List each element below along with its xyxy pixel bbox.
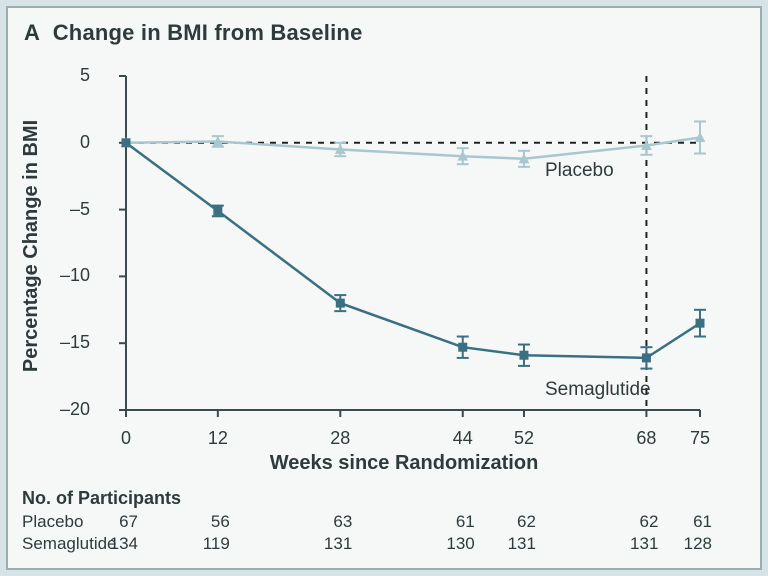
semaglutide-label: Semaglutide xyxy=(545,379,651,401)
y-tick-label: 0 xyxy=(40,132,90,153)
participants-value: 131 xyxy=(488,534,536,554)
panel-title: A Change in BMI from Baseline xyxy=(24,20,363,46)
y-tick-label: –20 xyxy=(40,399,90,420)
y-tick-label: –5 xyxy=(40,199,90,220)
participants-value: 62 xyxy=(610,512,658,532)
panel-letter: A xyxy=(24,20,40,45)
participants-value: 62 xyxy=(488,512,536,532)
participants-value: 67 xyxy=(90,512,138,532)
participants-value: 131 xyxy=(610,534,658,554)
semaglutide-marker xyxy=(336,299,345,308)
participants-value: 56 xyxy=(182,512,230,532)
semaglutide-marker xyxy=(696,319,705,328)
participants-title: No. of Participants xyxy=(22,488,752,509)
x-tick-label: 52 xyxy=(504,428,544,449)
y-tick-label: –15 xyxy=(40,332,90,353)
placebo-label: Placebo xyxy=(545,160,614,182)
participants-value: 119 xyxy=(182,534,230,554)
participants-value: 131 xyxy=(304,534,352,554)
participants-row-name: Placebo xyxy=(22,512,83,532)
placebo-line xyxy=(126,138,700,159)
chart-panel: A Change in BMI from Baseline Percentage… xyxy=(6,6,762,570)
participants-value: 134 xyxy=(90,534,138,554)
semaglutide-marker xyxy=(213,206,222,215)
participants-value: 130 xyxy=(427,534,475,554)
semaglutide-marker xyxy=(122,138,131,147)
x-tick-label: 75 xyxy=(680,428,720,449)
plot-area xyxy=(98,66,710,426)
x-tick-label: 12 xyxy=(198,428,238,449)
participants-value: 63 xyxy=(304,512,352,532)
x-tick-label: 28 xyxy=(320,428,360,449)
semaglutide-marker xyxy=(642,353,651,362)
x-tick-label: 68 xyxy=(626,428,666,449)
y-tick-label: –10 xyxy=(40,265,90,286)
chart-svg xyxy=(98,66,710,426)
semaglutide-marker xyxy=(519,351,528,360)
participants-value: 61 xyxy=(427,512,475,532)
participants-row: Placebo 67 56 63 61 62 62 61 xyxy=(22,512,752,534)
y-axis-label: Percentage Change in BMI xyxy=(20,66,50,426)
semaglutide-line xyxy=(126,143,700,358)
participants-value: 128 xyxy=(664,534,712,554)
x-tick-label: 0 xyxy=(106,428,146,449)
x-axis-label: Weeks since Randomization xyxy=(98,452,710,475)
y-tick-label: 5 xyxy=(40,65,90,86)
x-tick-label: 44 xyxy=(443,428,483,449)
participants-value: 61 xyxy=(664,512,712,532)
participants-row: Semaglutide134119131130131131128 xyxy=(22,534,752,556)
semaglutide-marker xyxy=(458,343,467,352)
participants-table: No. of Participants Placebo 67 56 63 61 62 62 6… xyxy=(22,488,752,556)
panel-title-text: Change in BMI from Baseline xyxy=(53,20,363,45)
